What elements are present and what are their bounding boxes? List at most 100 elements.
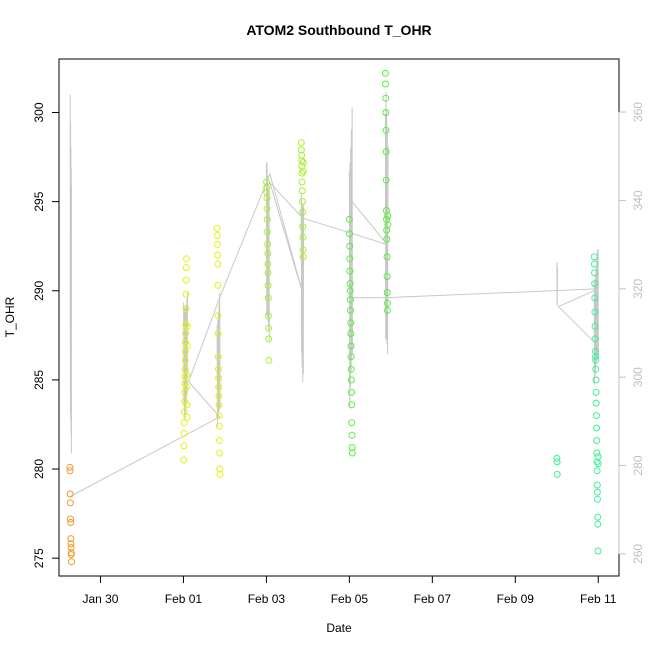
secondary-burst-line	[556, 262, 558, 306]
data-point	[264, 281, 272, 289]
data-point	[298, 178, 306, 186]
data-point	[383, 226, 391, 234]
y-tick-right-label: 320	[631, 278, 645, 298]
y-tick-label: 285	[32, 370, 46, 390]
axes: Jan 30 Feb 01 Feb 03 Feb 05 Feb 07 Feb 09 Feb …	[32, 102, 645, 606]
data-point	[264, 312, 272, 320]
data-point	[264, 260, 272, 268]
data-point	[264, 249, 272, 257]
data-point	[591, 335, 599, 343]
secondary-burst-line	[348, 107, 353, 408]
x-tick-label: Feb 01	[165, 592, 203, 606]
data-point	[346, 242, 354, 250]
data-point	[67, 535, 75, 543]
data-point	[265, 324, 273, 332]
data-point	[593, 424, 600, 432]
data-point	[591, 269, 598, 277]
data-point	[345, 215, 353, 223]
series-group	[180, 224, 224, 478]
data-point	[384, 221, 392, 229]
data-point	[346, 255, 354, 263]
data-point	[348, 444, 356, 452]
secondary-burst-line	[300, 192, 305, 383]
data-point	[214, 330, 222, 337]
data-point	[67, 515, 74, 523]
data-point	[382, 148, 390, 156]
data-point	[383, 273, 391, 280]
data-point	[263, 215, 271, 223]
data-point	[297, 146, 305, 154]
data-point	[592, 376, 600, 384]
data-point	[594, 460, 602, 468]
y-tick-label: 300	[32, 102, 46, 122]
data-point	[346, 296, 354, 304]
data-point	[593, 437, 601, 444]
data-point	[298, 198, 306, 206]
data-point	[66, 499, 74, 507]
data-point	[182, 264, 190, 272]
data-point	[348, 431, 356, 439]
data-point	[592, 365, 600, 373]
data-point	[382, 109, 390, 116]
plot-area	[66, 69, 602, 566]
data-point	[180, 419, 188, 427]
series-group	[263, 139, 307, 364]
data-point	[347, 353, 355, 361]
data-point	[591, 308, 599, 316]
data-point	[347, 330, 355, 337]
data-point	[346, 280, 354, 288]
data-point	[67, 519, 75, 526]
data-point	[67, 540, 75, 548]
data-point	[348, 401, 356, 409]
data-point	[216, 437, 223, 444]
data-point	[347, 306, 354, 314]
data-point	[216, 465, 224, 473]
data-point	[216, 470, 224, 478]
data-point	[299, 233, 307, 241]
data-point	[593, 458, 601, 466]
data-point	[593, 481, 601, 489]
data-point	[382, 176, 390, 184]
chart-title: ATOM2 Southbound T_OHR	[246, 22, 431, 38]
y-tick-label: 295	[32, 191, 46, 211]
y-tick-label: 280	[32, 459, 46, 479]
data-point	[181, 380, 189, 387]
data-point	[297, 139, 305, 147]
data-point	[298, 151, 306, 159]
data-point	[591, 322, 599, 330]
data-point	[180, 429, 188, 437]
data-point	[67, 549, 75, 557]
x-tick-label: Feb 09	[497, 592, 535, 606]
data-point	[594, 453, 602, 461]
data-point	[298, 169, 306, 177]
data-point	[265, 356, 273, 364]
data-point	[591, 280, 599, 288]
data-point	[592, 388, 600, 396]
secondary-burst-line	[216, 293, 221, 427]
data-point	[299, 223, 307, 231]
data-point	[348, 419, 356, 427]
data-point	[181, 356, 189, 364]
data-point	[214, 353, 222, 361]
data-point	[593, 488, 601, 496]
data-point	[553, 458, 561, 466]
data-point	[263, 205, 271, 213]
data-point	[592, 356, 600, 364]
data-point	[383, 299, 391, 307]
data-point	[213, 224, 221, 232]
data-point	[215, 401, 223, 409]
y-tick-label: 275	[32, 548, 46, 568]
data-point	[382, 126, 390, 134]
data-point	[183, 383, 191, 391]
data-point	[298, 187, 306, 195]
x-tick-label: Feb 11	[580, 592, 617, 606]
data-point	[215, 374, 223, 382]
data-point	[347, 365, 355, 373]
data-point	[182, 305, 190, 313]
x-axis-label: Date	[326, 621, 352, 635]
data-point	[553, 470, 561, 478]
data-point	[299, 208, 307, 216]
data-point	[383, 253, 391, 261]
